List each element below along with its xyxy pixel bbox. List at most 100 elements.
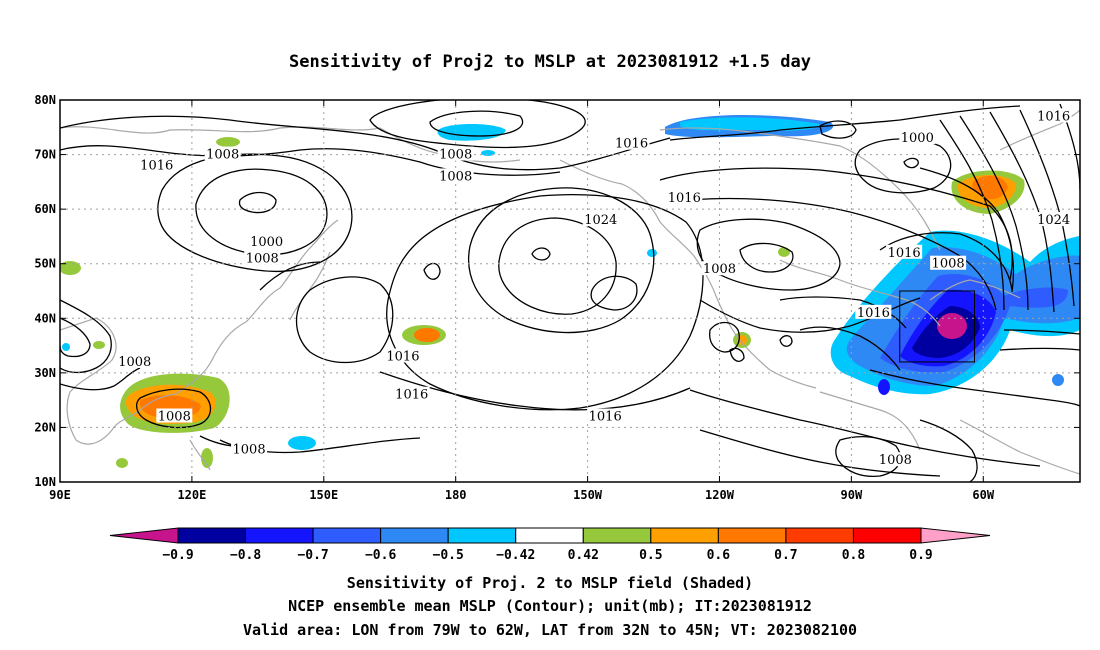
x-tick-label: 180 xyxy=(445,488,467,502)
contour-label-text: 1016 xyxy=(888,246,921,261)
colorbar-swatch xyxy=(380,527,449,544)
caption-line-2: NCEP ensemble mean MSLP (Contour); unit(… xyxy=(288,597,812,615)
contour-label: 1008 xyxy=(930,255,967,272)
colorbar-label: −0.8 xyxy=(230,548,261,563)
contour-label: 1016 xyxy=(613,135,650,152)
shade-small-blue xyxy=(647,249,657,257)
shade-centralpacific-orange xyxy=(414,328,440,342)
contour-label-text: 1024 xyxy=(1037,213,1070,228)
contour-label-text: 1008 xyxy=(879,453,912,468)
caption-line-1: Sensitivity of Proj. 2 to MSLP field (Sh… xyxy=(347,574,753,592)
x-tick-label: 150E xyxy=(309,488,338,502)
y-tick-label: 80N xyxy=(34,93,56,107)
mslp-contours xyxy=(60,100,1080,482)
colorbar-swatch xyxy=(245,527,314,544)
contour-label: 1016 xyxy=(855,304,892,321)
contour-label-text: 1008 xyxy=(439,148,472,163)
contour-label: 1016 xyxy=(666,190,703,206)
colorbar-swatch xyxy=(650,527,719,544)
colorbar-swatch xyxy=(312,527,382,544)
x-tick-label: 60W xyxy=(972,488,994,502)
contour-label: 1016 xyxy=(1035,108,1072,124)
contour-label: 1008 xyxy=(231,441,268,457)
colorbar-label: 0.42 xyxy=(568,548,599,563)
x-tick-label: 150W xyxy=(573,488,603,502)
colorbar-label: 0.5 xyxy=(639,548,662,563)
shade-small-green xyxy=(216,137,240,147)
contour-label-text: 1008 xyxy=(233,442,266,457)
contour-label-text: 1016 xyxy=(615,137,648,152)
shade-blue-small xyxy=(288,436,316,450)
contour-label: 1008 xyxy=(437,146,474,163)
shade-small-blue xyxy=(878,379,890,395)
contour-label: 1016 xyxy=(587,408,624,425)
contour-label-text: 1008 xyxy=(703,262,736,277)
y-tick-label: 10N xyxy=(34,475,56,489)
contour-label: 1000 xyxy=(248,233,285,250)
plot-frame xyxy=(59,99,1081,483)
contour-label-text: 1008 xyxy=(439,169,472,184)
colorbar-label: 0.8 xyxy=(842,548,866,563)
contour-label: 1008 xyxy=(701,261,738,277)
contour-label-text: 1008 xyxy=(932,257,965,272)
shade-small-green xyxy=(116,458,128,468)
colorbar-swatch xyxy=(852,527,922,544)
colorbar-label: −0.9 xyxy=(162,548,193,563)
contour-label: 1016 xyxy=(384,348,421,364)
shade-arctic-lightblue xyxy=(680,117,820,131)
shade-small-blue xyxy=(62,343,70,351)
shade-small-green xyxy=(201,448,213,468)
colorbar-label: 0.7 xyxy=(774,548,797,563)
colorbar-swatch xyxy=(447,527,517,544)
contour-label-text: 1016 xyxy=(589,410,622,425)
contour-label: 1008 xyxy=(244,250,281,266)
shade-small-green xyxy=(60,261,81,275)
axis-ticks: 90E 120E 150E 180 150W 120W 90W 60W 10N 20N 30N 40N… xyxy=(34,93,1080,502)
contour-label-text: 1016 xyxy=(668,191,701,206)
contour-label-text: 1008 xyxy=(246,251,279,266)
shade-atlantic-magenta xyxy=(937,313,967,339)
contour-label: 1008 xyxy=(877,452,914,468)
contour-label: 1024 xyxy=(1035,212,1072,228)
shade-small-green xyxy=(778,247,790,257)
contour-label-text: 1016 xyxy=(386,349,419,364)
shade-small-green xyxy=(93,341,105,349)
shade-arctic-blue xyxy=(437,124,506,141)
contour-label: 1016 xyxy=(138,157,175,173)
contour-label-text: 1016 xyxy=(140,158,173,173)
y-tick-label: 20N xyxy=(34,420,56,434)
x-tick-label: 90E xyxy=(49,488,71,502)
contour-label: 1008 xyxy=(116,353,153,370)
colorbar-swatch xyxy=(515,527,584,544)
colorbar-label: 0.9 xyxy=(909,548,932,563)
y-tick-label: 50N xyxy=(34,257,56,271)
colorbar-swatch xyxy=(582,527,652,544)
contour-label: 1008 xyxy=(156,408,193,425)
contour-label-text: 1016 xyxy=(395,388,428,403)
y-tick-label: 40N xyxy=(34,311,56,325)
y-tick-label: 70N xyxy=(34,148,56,162)
colorbar-swatch xyxy=(785,527,854,544)
contour-label-text: 1008 xyxy=(206,148,239,163)
colorbar-label: −0.6 xyxy=(365,548,396,563)
contour-label: 1000 xyxy=(899,130,936,146)
contour-label-text: 1008 xyxy=(118,355,151,370)
contour-label: 1016 xyxy=(393,386,430,403)
contour-label-text: 1024 xyxy=(584,213,617,228)
valid-area-box xyxy=(899,290,975,363)
contour-label-text: 1016 xyxy=(857,306,890,321)
colorbar-label: −0.5 xyxy=(433,548,464,563)
x-tick-label: 120E xyxy=(177,488,206,502)
x-tick-label: 120W xyxy=(705,488,735,502)
colorbar-label: −0.7 xyxy=(297,548,328,563)
shade-small-blue xyxy=(1052,374,1064,386)
colorbar-swatch xyxy=(717,527,787,544)
contour-label-text: 1000 xyxy=(901,131,934,146)
contour-label-text: 1000 xyxy=(250,235,283,250)
colorbar: −0.9 −0.8 −0.7 −0.6 −0.5 −0.42 0.42 0.5 0.6 0.7 0.… xyxy=(109,527,991,563)
chart-title: Sensitivity of Proj2 to MSLP at 20230819… xyxy=(289,52,811,72)
contour-label: 1024 xyxy=(582,212,619,228)
